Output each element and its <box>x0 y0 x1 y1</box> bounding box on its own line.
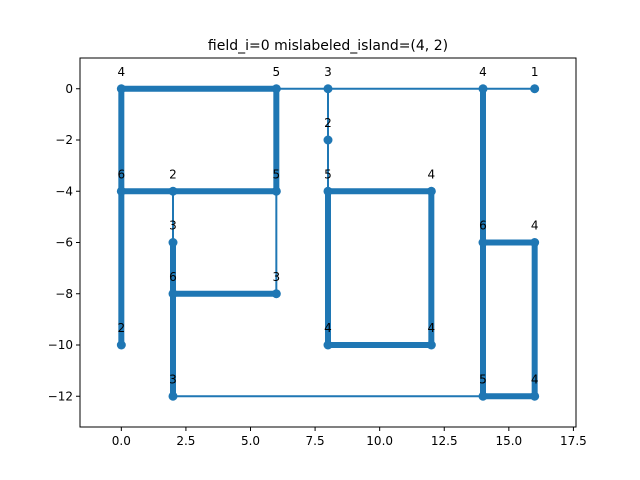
node-6 <box>116 186 126 196</box>
y-tick-label-1: −2 <box>55 133 73 147</box>
node-11 <box>168 238 178 247</box>
y-tick-label-4: −8 <box>55 287 73 301</box>
node-0 <box>116 84 126 94</box>
node-3 <box>478 84 488 94</box>
node-18 <box>426 340 436 350</box>
x-tick-label-7: 17.5 <box>560 434 587 448</box>
node-label-20: 5 <box>479 372 487 386</box>
x-tick-label-1: 2.5 <box>176 434 195 448</box>
node-label-2: 3 <box>324 65 332 79</box>
chart-title: field_i=0 mislabeled_island=(4, 2) <box>208 38 448 54</box>
node-label-14: 6 <box>169 270 177 284</box>
node-label-11: 3 <box>169 219 177 233</box>
x-tick-label-6: 15.0 <box>495 434 522 448</box>
node-16 <box>116 340 126 350</box>
node-label-21: 4 <box>531 372 539 386</box>
x-tick-label-0: 0.0 <box>112 434 131 448</box>
node-label-10: 4 <box>428 167 436 181</box>
node-19 <box>168 391 178 401</box>
node-label-12: 6 <box>479 219 487 233</box>
node-label-15: 3 <box>273 270 281 284</box>
node-13 <box>530 238 540 247</box>
node-4 <box>530 84 540 94</box>
node-10 <box>426 186 436 196</box>
y-tick-label-2: −4 <box>55 184 73 198</box>
node-label-13: 4 <box>531 219 539 233</box>
node-label-17: 4 <box>324 321 332 335</box>
y-axis: 0 −2 −4 −6 −8 −10 −12 <box>48 82 80 403</box>
node-label-16: 2 <box>118 321 126 335</box>
node-label-3: 4 <box>479 65 487 79</box>
node-5 <box>323 135 333 145</box>
x-tick-label-3: 7.5 <box>306 434 325 448</box>
node-label-7: 2 <box>169 167 177 181</box>
y-tick-label-0: 0 <box>65 82 73 96</box>
node-label-4: 1 <box>531 65 539 79</box>
node-8 <box>271 186 281 196</box>
node-labels-layer: 4 5 3 4 1 2 6 2 5 5 4 3 6 4 6 3 2 4 4 3 5 4 <box>118 65 539 387</box>
node-2 <box>323 84 333 94</box>
node-label-1: 5 <box>273 65 281 79</box>
node-20 <box>478 391 488 401</box>
x-axis: 0.0 2.5 5.0 7.5 10.0 12.5 15.0 17.5 <box>112 427 587 448</box>
node-12 <box>478 238 488 247</box>
node-label-18: 4 <box>428 321 436 335</box>
node-label-19: 3 <box>169 372 177 386</box>
node-17 <box>323 340 333 350</box>
y-tick-label-6: −12 <box>48 389 73 403</box>
node-1 <box>271 84 281 94</box>
node-7 <box>168 186 178 196</box>
node-label-8: 5 <box>273 167 281 181</box>
y-tick-label-3: −6 <box>55 236 73 250</box>
node-label-5: 2 <box>324 116 332 130</box>
node-label-9: 5 <box>324 167 332 181</box>
node-21 <box>530 391 540 401</box>
edges-layer <box>118 85 538 400</box>
y-tick-label-5: −10 <box>48 338 73 352</box>
node-14 <box>168 289 178 299</box>
node-9 <box>323 186 333 196</box>
x-tick-label-2: 5.0 <box>241 434 260 448</box>
node-label-0: 4 <box>118 65 126 79</box>
node-15 <box>271 289 281 299</box>
x-tick-label-5: 12.5 <box>431 434 458 448</box>
node-label-6: 6 <box>118 167 126 181</box>
x-tick-label-4: 10.0 <box>366 434 393 448</box>
nodes-layer <box>116 84 540 401</box>
